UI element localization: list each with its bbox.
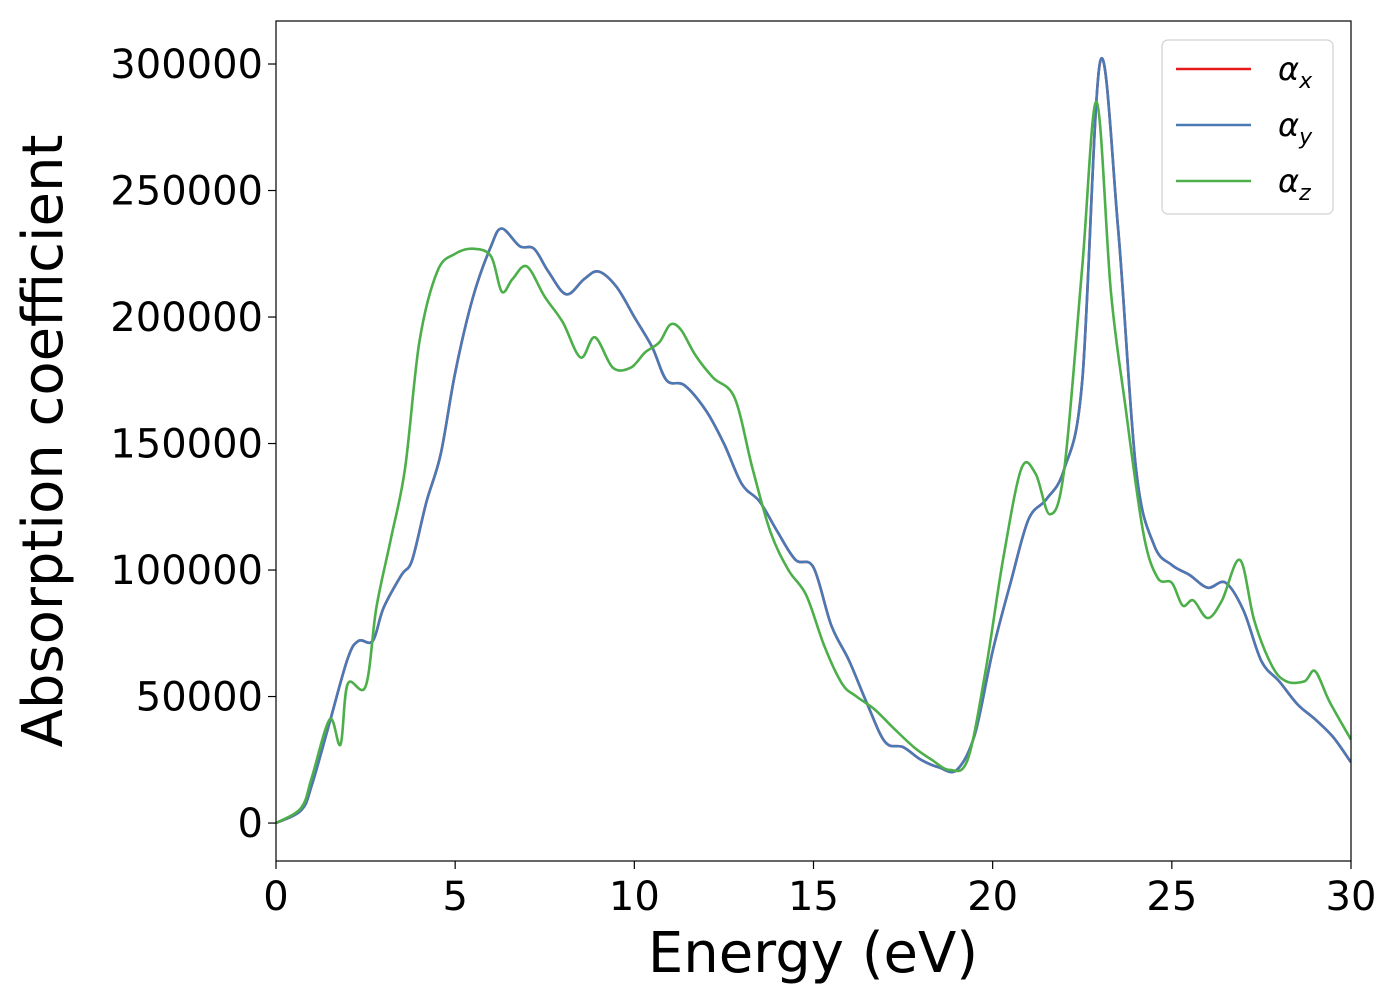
legend: αx αy αz xyxy=(1161,39,1334,215)
x-tick-label: 20 xyxy=(967,874,1018,920)
y-tick-label: 100000 xyxy=(110,548,263,594)
legend-label-x: αx xyxy=(1278,50,1313,94)
x-tick-label: 0 xyxy=(263,874,288,920)
legend-label-z: αz xyxy=(1278,162,1311,206)
y-tick-label: 0 xyxy=(238,801,263,847)
y-tick-label: 250000 xyxy=(110,169,263,215)
series-line-y xyxy=(276,57,1351,825)
legend-label-y: αy xyxy=(1278,106,1313,150)
y-axis-title: Absorption coefficient xyxy=(11,135,76,748)
x-tick-label: 5 xyxy=(442,874,467,920)
x-tick-label: 10 xyxy=(609,874,660,920)
x-tick-label: 25 xyxy=(1146,874,1197,920)
y-axis: 0 50000 100000 150000 200000 250000 300000 xyxy=(110,42,276,847)
y-tick-label: 150000 xyxy=(110,422,263,468)
y-tick-label: 50000 xyxy=(136,675,263,721)
x-tick-label: 15 xyxy=(788,874,839,920)
series-line-z xyxy=(276,100,1351,825)
legend-box xyxy=(1161,39,1334,215)
x-axis: 0 5 10 15 20 25 30 xyxy=(263,861,1376,920)
y-tick-label: 200000 xyxy=(110,295,263,341)
x-axis-title: Energy (eV) xyxy=(648,921,978,986)
y-tick-label: 300000 xyxy=(110,42,263,88)
series-layer xyxy=(276,57,1351,825)
x-tick-label: 30 xyxy=(1326,874,1377,920)
